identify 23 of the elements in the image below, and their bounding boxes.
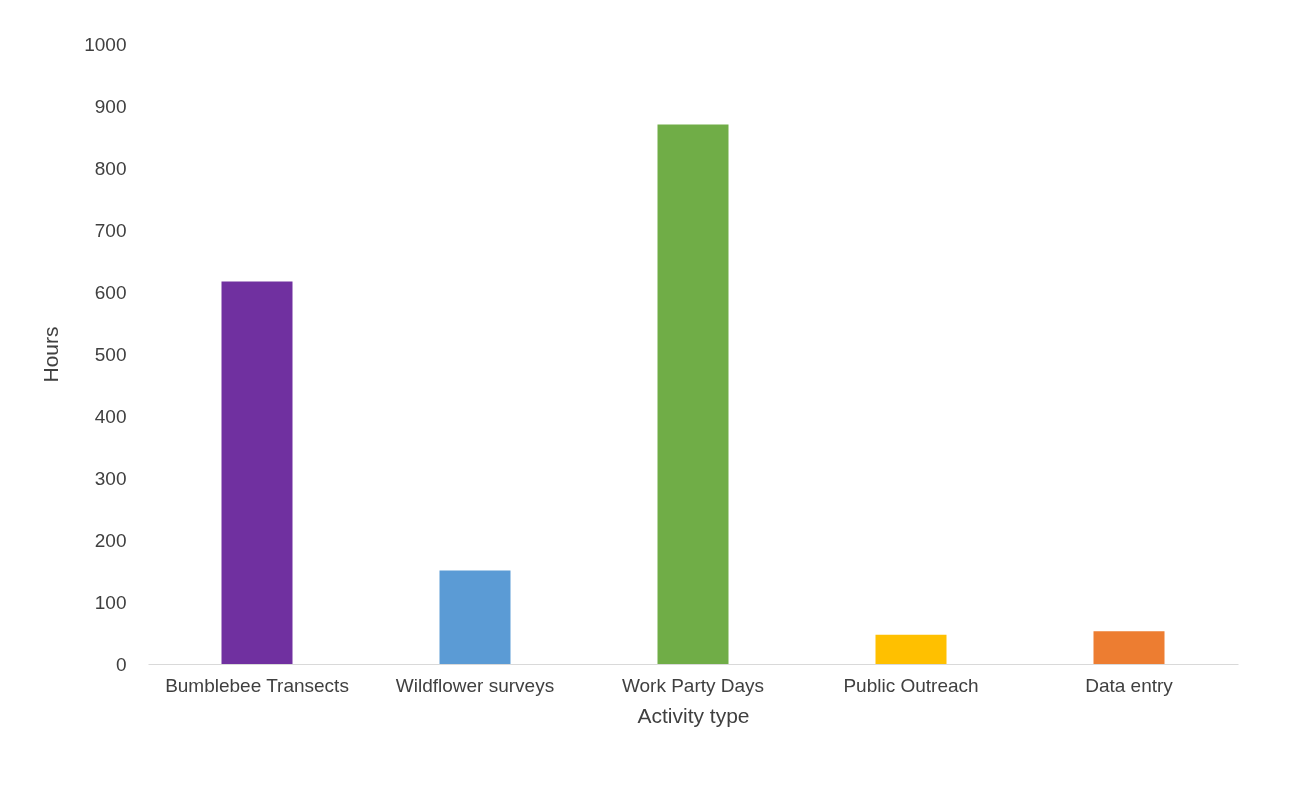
y-axis-title: Hours (39, 326, 63, 383)
bar (221, 281, 293, 664)
y-tick-label: 700 (94, 219, 127, 241)
x-tick-label: Data entry (1085, 674, 1174, 696)
x-tick-label: Bumblebee Transects (165, 674, 349, 696)
y-tick-label: 100 (94, 591, 127, 613)
y-tick-label: 300 (94, 467, 127, 489)
y-tick-label: 800 (94, 157, 127, 179)
y-tick-label: 600 (94, 281, 127, 303)
y-tick-label: 0 (115, 653, 127, 675)
y-tick-label: 1000 (84, 33, 127, 55)
x-axis-title: Activity type (637, 703, 750, 727)
y-tick-label: 500 (94, 343, 127, 365)
bar (439, 570, 511, 664)
x-tick-label: Wildflower surveys (395, 674, 555, 696)
x-tick-label: Work Party Days (621, 674, 765, 696)
bar (875, 634, 947, 664)
y-tick-label: 200 (94, 529, 127, 551)
y-tick-label: 400 (94, 405, 127, 427)
x-tick-label: Public Outreach (843, 674, 979, 696)
bar (1093, 631, 1165, 664)
y-tick-label: 900 (94, 95, 127, 117)
bar (657, 124, 729, 664)
